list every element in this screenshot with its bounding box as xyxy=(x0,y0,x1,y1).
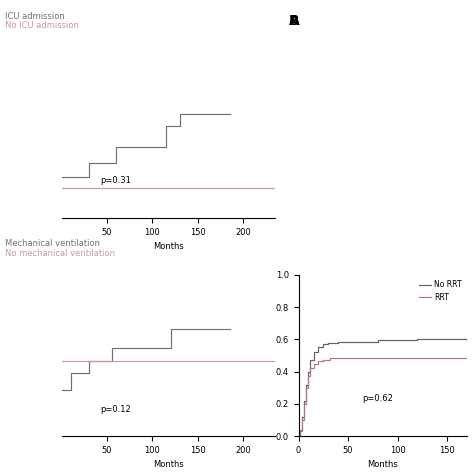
Text: B: B xyxy=(289,14,299,28)
X-axis label: Months: Months xyxy=(153,242,183,251)
Text: ICU admission: ICU admission xyxy=(5,12,64,21)
Legend: No RRT, RRT: No RRT, RRT xyxy=(416,277,465,305)
Text: A: A xyxy=(289,14,299,28)
Text: Mechanical ventilation: Mechanical ventilation xyxy=(5,239,100,248)
Text: p=0.62: p=0.62 xyxy=(363,393,393,402)
Text: No ICU admission: No ICU admission xyxy=(5,21,79,30)
Text: p=0.12: p=0.12 xyxy=(100,405,131,414)
X-axis label: Months: Months xyxy=(153,460,183,469)
X-axis label: Months: Months xyxy=(367,460,398,469)
Text: No mechanical ventilation: No mechanical ventilation xyxy=(5,249,115,258)
Text: p=0.31: p=0.31 xyxy=(100,175,131,184)
